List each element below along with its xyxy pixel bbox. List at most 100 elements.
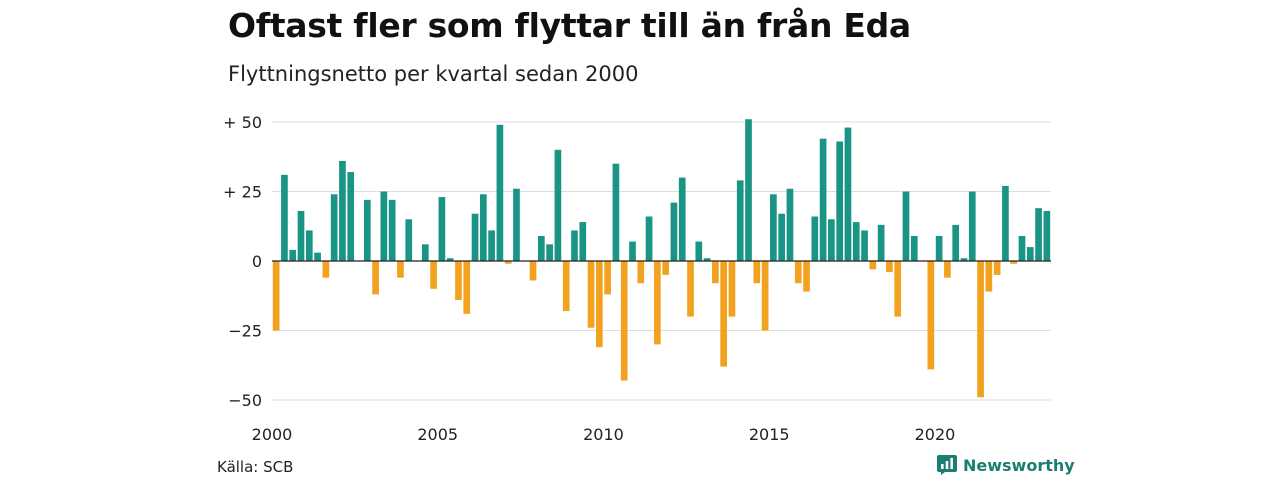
bar [496, 124, 504, 261]
bar [546, 244, 553, 261]
bar [852, 222, 860, 261]
bar [836, 141, 844, 261]
bar [985, 261, 993, 292]
bar [305, 230, 313, 261]
bar [993, 261, 1001, 275]
chart-subtitle: Flyttningsnetto per kvartal sedan 2000 [228, 62, 639, 86]
y-tick-label: −25 [228, 322, 262, 341]
bar [770, 194, 777, 261]
bar [977, 261, 984, 398]
bar [819, 138, 827, 261]
bar [1010, 261, 1018, 264]
bar [786, 188, 794, 261]
bar [662, 261, 669, 275]
bar [322, 261, 330, 278]
bar [811, 216, 819, 261]
x-tick-label: 2020 [915, 425, 956, 444]
bar [587, 261, 595, 328]
bar [794, 261, 802, 284]
y-tick-label: −50 [228, 391, 262, 410]
bar [695, 241, 703, 261]
bar [463, 261, 471, 314]
bar [455, 261, 462, 300]
bar [372, 261, 379, 295]
bar [330, 194, 338, 261]
bar [670, 202, 678, 261]
bar [944, 261, 951, 278]
x-tick-label: 2000 [252, 425, 293, 444]
bar [380, 191, 388, 261]
bar [446, 258, 454, 261]
bar [479, 194, 487, 261]
bar [1018, 235, 1026, 261]
bar [314, 252, 321, 261]
bar [388, 199, 396, 261]
bar [612, 163, 620, 261]
bar [471, 213, 479, 261]
bar [1043, 210, 1051, 261]
bar [604, 261, 611, 295]
bar [877, 224, 885, 261]
y-tick-label: 0 [252, 252, 262, 271]
bar [289, 249, 297, 261]
bar [272, 261, 280, 331]
bar [736, 180, 744, 261]
bar [902, 191, 910, 261]
bar [968, 191, 976, 261]
bar [629, 241, 636, 261]
bar [935, 235, 943, 261]
bar [1002, 185, 1009, 261]
bar [430, 261, 437, 289]
bar [886, 261, 893, 273]
bar [1026, 247, 1034, 261]
x-tick-label: 2010 [583, 425, 624, 444]
bar [869, 261, 877, 270]
bar [687, 261, 694, 317]
bar [339, 160, 346, 261]
bar [910, 235, 918, 261]
y-tick-label: + 25 [223, 183, 262, 202]
bar [405, 219, 413, 261]
bar [952, 224, 960, 261]
bar [678, 177, 686, 261]
x-tick-label: 2005 [417, 425, 458, 444]
bar [579, 222, 587, 261]
bar [504, 261, 512, 264]
bar [778, 213, 786, 261]
bar [828, 219, 835, 261]
bar [728, 261, 736, 317]
bar [637, 261, 645, 284]
chart-title: Oftast fler som flyttar till än från Eda [228, 6, 911, 45]
x-tick-label: 2015 [749, 425, 790, 444]
bar [844, 127, 852, 261]
bar [562, 261, 570, 312]
bar [529, 261, 537, 281]
bar [720, 261, 727, 367]
bar [654, 261, 661, 345]
y-tick-label: + 50 [223, 113, 262, 132]
bar-chart: + 50 + 25 0 −25 −50 2000 2005 2010 2015 2020 [223, 113, 1051, 444]
bar [927, 261, 935, 370]
bar [712, 261, 719, 284]
bar [620, 261, 628, 381]
bar [745, 119, 752, 261]
bar [803, 261, 810, 292]
bar [645, 216, 653, 261]
bar [281, 174, 288, 261]
bar [513, 188, 520, 261]
bar [297, 210, 305, 261]
bar [894, 261, 902, 317]
bar [761, 261, 769, 331]
bar [537, 235, 545, 261]
bar [397, 261, 404, 278]
bar [363, 199, 371, 261]
bar [703, 258, 711, 261]
bar [1035, 208, 1042, 261]
bar [960, 258, 968, 261]
newsworthy-logo: Newsworthy [937, 455, 1075, 475]
brand-name: Newsworthy [963, 455, 1075, 475]
bar [421, 244, 429, 261]
bar [861, 230, 868, 261]
bar [438, 197, 446, 261]
newsworthy-logo-icon [937, 455, 957, 475]
